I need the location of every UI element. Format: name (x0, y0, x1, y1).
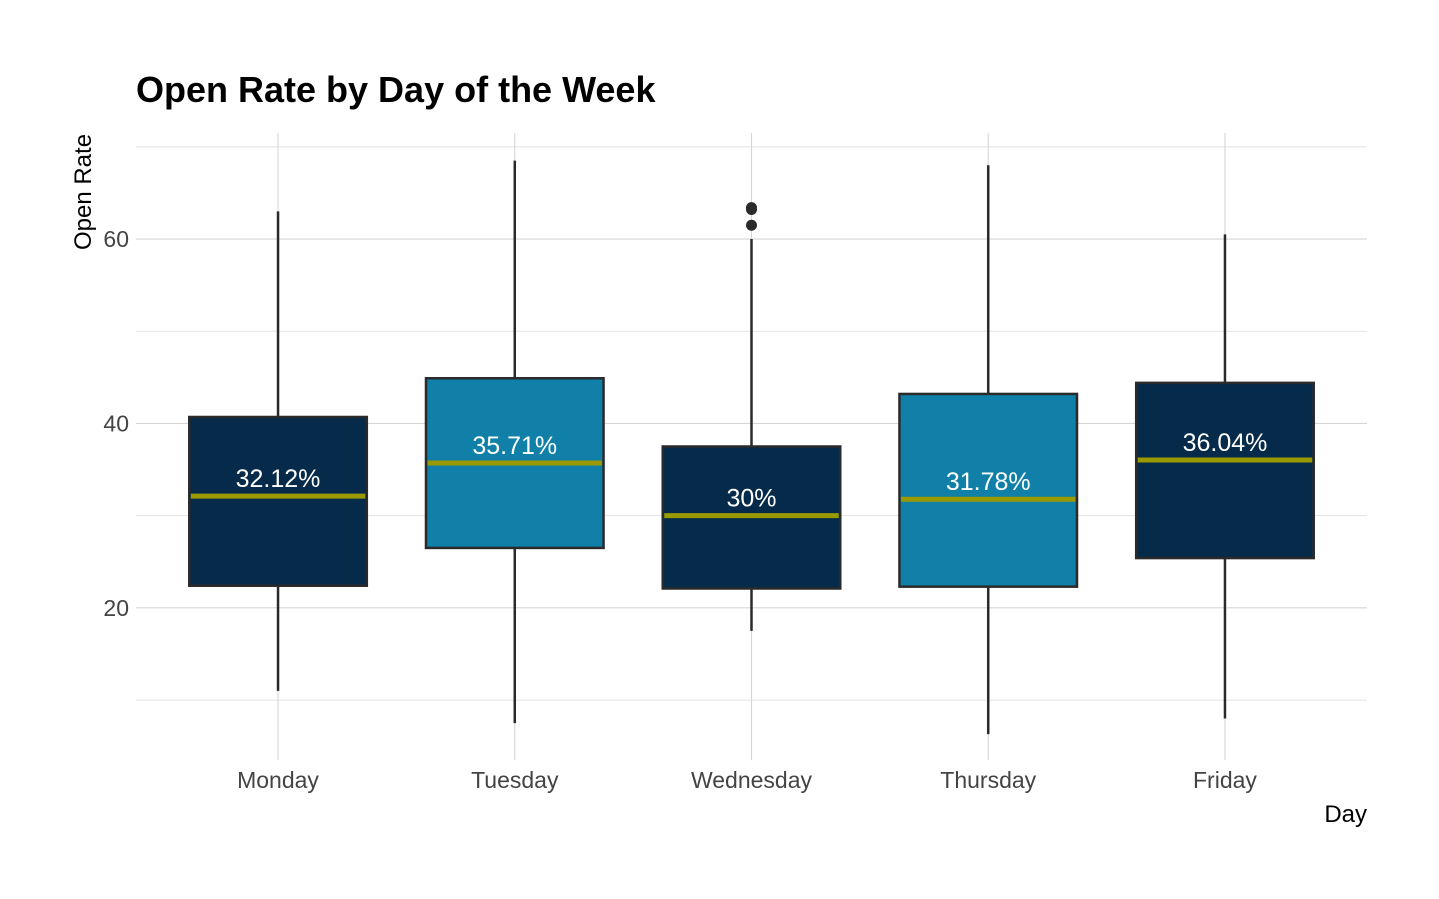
median-label: 32.12% (236, 465, 321, 493)
y-axis-title: Open Rate (70, 134, 97, 250)
y-tick-label: 60 (103, 226, 129, 252)
box-tuesday: 35.71% (424, 160, 605, 724)
x-axis-title: Day (1324, 801, 1367, 828)
x-tick-label: Monday (237, 767, 319, 793)
y-tick-label: 40 (103, 410, 129, 436)
x-tick-label: Friday (1193, 767, 1257, 793)
median-label: 31.78% (946, 468, 1031, 496)
chart-title: Open Rate by Day of the Week (136, 69, 656, 110)
median-label: 30% (726, 485, 776, 513)
box-iqr (898, 392, 1079, 588)
x-axis-tick-labels: Monday Tuesday Wednesday Thursday Friday (237, 767, 1257, 793)
x-tick-label: Wednesday (691, 767, 813, 793)
y-tick-label: 20 (103, 595, 129, 621)
median-label: 36.04% (1183, 429, 1268, 457)
x-tick-label: Thursday (940, 767, 1036, 793)
box-friday: 36.04% (1134, 234, 1315, 719)
box-iqr (188, 415, 369, 587)
x-tick-label: Tuesday (471, 767, 559, 793)
median-label: 35.71% (472, 432, 557, 460)
box-thursday: 31.78% (898, 165, 1079, 735)
outlier-point (746, 202, 757, 214)
y-axis-tick-labels: 20 40 60 (103, 226, 129, 621)
outlier-point (746, 219, 757, 231)
box-monday: 32.12% (188, 211, 369, 691)
box-iqr (1134, 381, 1315, 560)
box-wednesday: 30% (661, 202, 842, 631)
box-series: 32.12% 35.71% 30% 31.78% 36.04% (188, 160, 1315, 735)
